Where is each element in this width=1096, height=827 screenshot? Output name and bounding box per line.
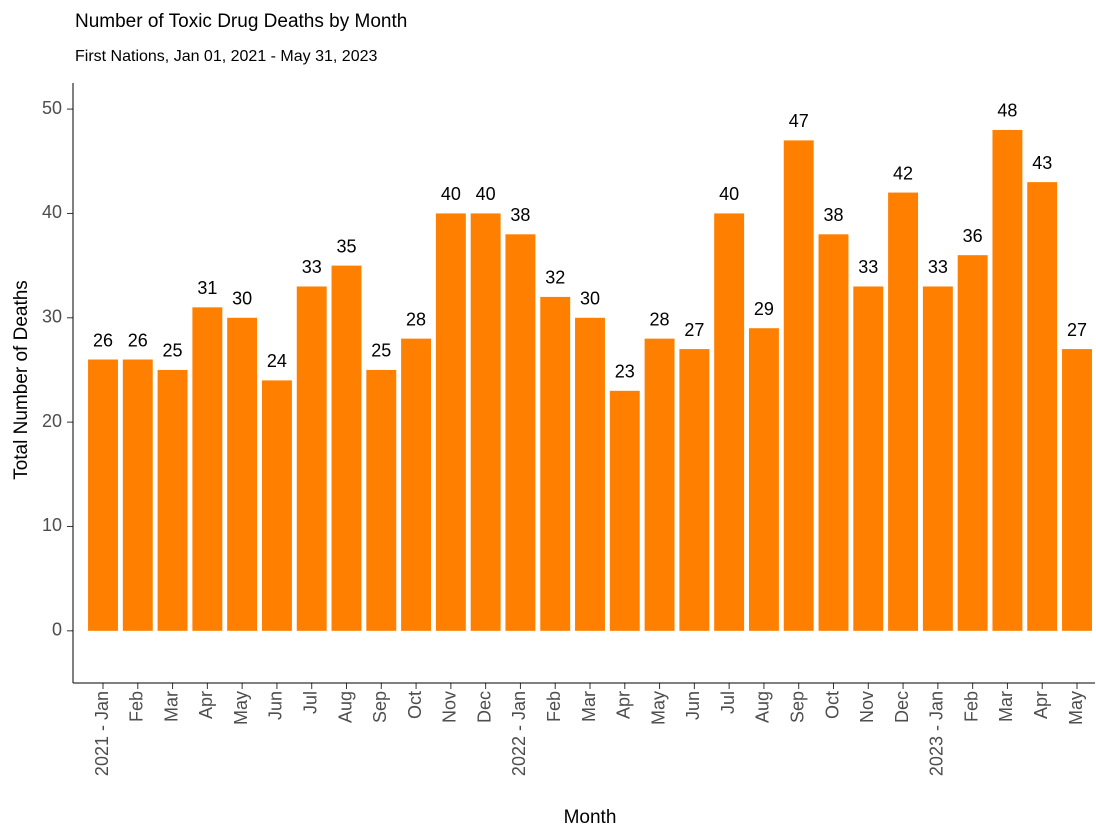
data-label: 27 (684, 320, 704, 340)
bar (888, 192, 919, 631)
x-tick-label: May (231, 691, 251, 725)
x-tick-label: Sep (370, 691, 390, 723)
data-label: 29 (754, 299, 774, 319)
bar (296, 286, 327, 631)
x-tick-label: Mar (579, 691, 599, 722)
bar (157, 369, 188, 631)
bar (227, 317, 258, 631)
data-label: 43 (1032, 153, 1052, 173)
data-label: 30 (580, 289, 600, 309)
data-label: 30 (232, 289, 252, 309)
x-tick-label: Oct (405, 691, 425, 719)
x-axis-title: Month (564, 807, 617, 827)
data-label: 27 (1067, 320, 1087, 340)
x-tick-label: Nov (440, 691, 460, 723)
x-tick-label: Jun (683, 691, 703, 720)
bar (783, 140, 814, 631)
data-label: 48 (997, 101, 1017, 121)
chart-title: Number of Toxic Drug Deaths by Month (75, 11, 407, 32)
data-label: 25 (371, 341, 391, 361)
data-label: 40 (441, 184, 461, 204)
y-tick-label: 30 (42, 307, 62, 327)
data-label: 47 (789, 111, 809, 131)
bar (853, 286, 884, 631)
bar (88, 359, 118, 631)
bar (261, 380, 292, 631)
data-label: 38 (510, 205, 530, 225)
x-tick-label: Oct (822, 691, 842, 719)
bar (748, 328, 779, 631)
x-tick-label: Jun (266, 691, 286, 720)
x-tick-label: May (1066, 691, 1086, 725)
data-label: 25 (163, 341, 183, 361)
bar (366, 369, 397, 631)
x-tick-label: Jul (300, 691, 320, 714)
x-tick-label: Nov (857, 691, 877, 723)
data-label: 38 (823, 205, 843, 225)
bar (714, 213, 745, 631)
x-tick-label: Mar (996, 691, 1016, 722)
data-label: 26 (128, 330, 148, 350)
data-label: 35 (336, 236, 356, 256)
bar (609, 390, 640, 631)
x-tick-label: Feb (961, 691, 981, 722)
x-tick-label: Sep (787, 691, 807, 723)
x-tick-label: Apr (1031, 691, 1051, 719)
chart-subtitle: First Nations, Jan 01, 2021 - May 31, 20… (75, 48, 377, 65)
data-label: 33 (858, 257, 878, 277)
x-tick-label: Jul (718, 691, 738, 714)
data-label: 40 (719, 184, 739, 204)
bar (540, 296, 571, 631)
data-label: 40 (476, 184, 496, 204)
data-label: 28 (650, 309, 670, 329)
data-label: 33 (928, 257, 948, 277)
data-label: 36 (963, 226, 983, 246)
data-label: 26 (93, 330, 113, 350)
y-tick-label: 40 (42, 202, 62, 222)
x-tick-label: Mar (161, 691, 181, 722)
bar (818, 234, 849, 631)
bar (505, 234, 536, 631)
bar (1027, 182, 1058, 631)
data-label: 24 (267, 351, 287, 371)
x-tick-label: May (648, 691, 668, 725)
bar (192, 307, 223, 631)
data-label: 32 (545, 268, 565, 288)
bar (957, 255, 988, 631)
x-tick-label: 2021 - Jan (92, 691, 112, 776)
x-tick-label: Feb (127, 691, 147, 722)
data-label: 28 (406, 309, 426, 329)
bar (922, 286, 953, 631)
x-tick-label: Dec (892, 691, 912, 723)
bar (992, 129, 1023, 631)
x-tick-label: Feb (544, 691, 564, 722)
x-tick-label: Apr (614, 691, 634, 719)
x-tick-label: 2023 - Jan (927, 691, 947, 776)
x-tick-label: Aug (335, 691, 355, 723)
bar (435, 213, 466, 631)
data-label: 31 (197, 278, 217, 298)
x-tick-label: Aug (753, 691, 773, 723)
bar (679, 349, 710, 631)
data-label: 42 (893, 163, 913, 183)
bar (331, 265, 362, 631)
data-label: 33 (302, 257, 322, 277)
x-tick-label: Apr (196, 691, 216, 719)
x-tick-label: 2022 - Jan (509, 691, 529, 776)
y-tick-label: 50 (42, 98, 62, 118)
bar (122, 359, 153, 631)
y-tick-label: 20 (42, 411, 62, 431)
bar (401, 338, 432, 631)
data-label: 23 (615, 362, 635, 382)
bar (470, 213, 501, 631)
y-tick-label: 10 (42, 515, 62, 535)
x-tick-label: Dec (474, 691, 494, 723)
y-axis-title: Total Number of Deaths (11, 280, 32, 480)
bar (575, 317, 605, 631)
bar (644, 338, 675, 631)
bar (1062, 349, 1092, 631)
y-tick-label: 0 (52, 620, 62, 640)
